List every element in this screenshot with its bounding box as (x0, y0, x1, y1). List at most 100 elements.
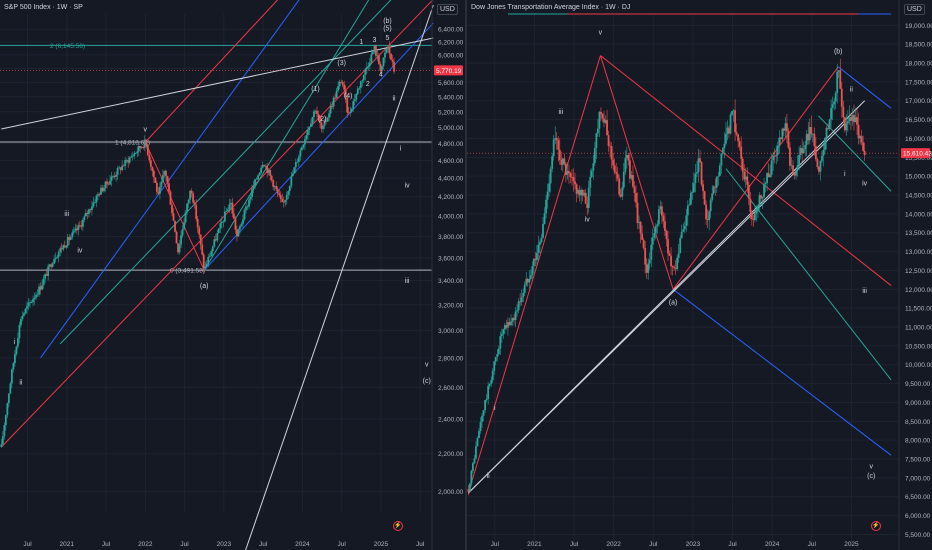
candle (601, 113, 604, 119)
candle (604, 120, 607, 123)
candle (340, 81, 343, 83)
candle (231, 202, 234, 214)
candle (382, 57, 385, 67)
candle (325, 120, 327, 122)
candle (217, 228, 220, 234)
flash-icon[interactable]: ⚡ (871, 521, 881, 531)
sp500-chart-panel[interactable]: 6,400.006,200.006,000.005,800.005,600.00… (0, 0, 465, 550)
y-tick-label: 5,000.00 (438, 125, 464, 132)
candle (636, 202, 639, 223)
candle (485, 398, 488, 401)
y-tick-label: 6,400.00 (438, 27, 464, 34)
candle (146, 146, 149, 155)
candle (583, 192, 586, 196)
candle (388, 46, 391, 54)
wave-label: (b) (383, 18, 392, 25)
candle (517, 301, 520, 311)
candle (491, 370, 494, 381)
candle (166, 176, 169, 184)
y-tick-label: 11,000.00 (905, 325, 932, 332)
trend-line (40, 0, 300, 359)
y-tick-label: 4,600.00 (438, 158, 464, 165)
sp500-currency-badge[interactable]: USD (437, 4, 458, 15)
candle (700, 162, 703, 185)
candle (63, 245, 66, 248)
candle (251, 188, 253, 198)
candle (88, 209, 90, 214)
candle (732, 110, 735, 112)
candle (168, 183, 170, 192)
candle (142, 147, 145, 148)
candle (840, 88, 843, 107)
y-tick-label: 5,500.00 (905, 532, 931, 539)
candle (618, 178, 621, 195)
y-tick-label: 9,500.00 (905, 381, 931, 388)
candle (718, 165, 721, 177)
candle (152, 170, 155, 178)
candle (633, 186, 636, 194)
candle (659, 206, 662, 210)
candle (243, 209, 246, 220)
candle (609, 145, 611, 147)
y-tick-label: 11,500.00 (905, 306, 932, 313)
candle (744, 176, 747, 180)
candle (313, 111, 315, 118)
candle (496, 354, 499, 358)
candle (130, 156, 133, 158)
candle (234, 218, 237, 230)
candle (613, 165, 616, 173)
y-tick-label: 2,000.00 (438, 489, 464, 496)
y-tick-label: 3,200.00 (438, 302, 464, 309)
wave-label: 3 (372, 37, 376, 44)
wave-label: iv (77, 247, 83, 254)
candle (223, 211, 226, 222)
panel-divider[interactable] (465, 0, 467, 550)
candle (246, 206, 249, 208)
x-tick-label: 2021 (60, 541, 75, 548)
y-tick-label: 9,000.00 (905, 400, 931, 407)
sp500-chart[interactable]: 6,400.006,200.006,000.005,800.005,600.00… (0, 0, 465, 550)
candle (4, 415, 7, 426)
candle (198, 227, 201, 235)
wave-label: 4 (379, 72, 383, 79)
dj-transport-chart-panel[interactable]: 19,000.00 18,500.00 18,000.00 17,500.00 17,0… (467, 0, 932, 550)
dj-transport-chart[interactable]: 19,000.00 18,500.00 18,000.00 17,500.00 17,0… (467, 0, 932, 550)
candle (691, 192, 694, 193)
x-tick-label: Jul (338, 541, 347, 548)
candle (190, 190, 193, 194)
candle (773, 155, 776, 157)
candle (519, 301, 522, 303)
x-tick-label: Jul (649, 541, 658, 548)
candle (172, 213, 175, 221)
candle (546, 191, 549, 200)
x-tick-label: Jul (23, 541, 32, 548)
candle (677, 253, 680, 258)
y-tick-label: 14,000.00 (905, 211, 932, 218)
candle (334, 97, 337, 99)
dj-currency-badge[interactable]: USD (904, 4, 925, 15)
candle (639, 221, 642, 234)
candle (502, 329, 505, 334)
candle (361, 80, 364, 82)
candle (7, 393, 10, 404)
y-tick-label: 16,000.00 (905, 136, 932, 143)
candle (15, 346, 18, 355)
y-tick-label: 6,000.00 (905, 513, 931, 520)
candle (307, 129, 309, 136)
candle (531, 266, 534, 276)
y-tick-label: 7,500.00 (905, 457, 931, 464)
candle (514, 311, 517, 321)
candle (174, 220, 176, 232)
x-tick-label: Jul (570, 541, 579, 548)
candle (534, 258, 537, 261)
candle (233, 213, 235, 219)
candle (376, 55, 379, 57)
flash-icon[interactable]: ⚡ (393, 521, 403, 531)
y-tick-label: 15,500.00 (905, 155, 932, 162)
y-tick-label: 10,000.00 (905, 362, 932, 369)
candle (98, 194, 101, 195)
candle (196, 218, 199, 228)
candle (818, 166, 820, 172)
candle (364, 69, 367, 75)
candle (839, 70, 842, 89)
